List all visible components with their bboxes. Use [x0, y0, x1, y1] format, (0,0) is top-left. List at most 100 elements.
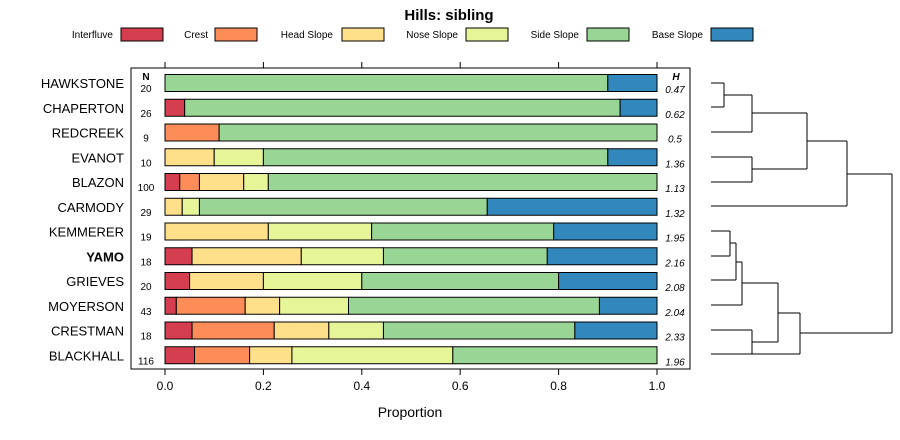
x-axis: 0.0 0.2 0.4 0.6 0.8 1.0: [157, 369, 666, 393]
bar-segment: [164, 296, 177, 315]
dendrogram-branch: [752, 112, 808, 170]
bar-segment: [553, 222, 658, 241]
bar-row: [164, 346, 658, 365]
n-value: 43: [140, 307, 152, 318]
bar-row: [164, 321, 658, 340]
legend-swatch: [341, 27, 385, 42]
h-value: 1.36: [665, 159, 685, 170]
legend-swatch: [214, 27, 258, 42]
bar-segment: [273, 321, 330, 340]
legend-label: Side Slope: [531, 30, 580, 41]
bar-segment: [189, 272, 264, 290]
h-value: 0.5: [668, 135, 682, 146]
bar-segment: [361, 272, 560, 290]
h-value: 1.32: [665, 209, 685, 220]
legend-swatch: [586, 27, 630, 42]
n-value: 26: [140, 109, 152, 120]
bar-segment: [598, 296, 658, 315]
x-tick-label: 0.6: [452, 379, 469, 393]
bar-row: [164, 197, 658, 216]
bar-segment: [262, 272, 363, 290]
bar-segment: [486, 197, 658, 216]
bar-segment: [164, 346, 196, 365]
bar-segment: [191, 247, 302, 266]
bar-segment: [164, 197, 183, 216]
legend-label: Interfluve: [72, 30, 114, 41]
row-label: MOYERSON: [48, 299, 124, 314]
n-column-header: N: [142, 72, 149, 83]
dendrogram-branch: [800, 173, 893, 334]
plot-panel: [130, 67, 691, 370]
dendrogram-branch: [711, 140, 848, 207]
legend-swatch: [465, 27, 509, 42]
bar-segment: [164, 247, 193, 266]
bar-segment: [164, 222, 269, 241]
row-label: BLACKHALL: [49, 348, 124, 363]
bar-segment: [164, 173, 181, 191]
bar-segment: [574, 321, 658, 340]
n-value: 20: [140, 282, 152, 293]
n-value: 18: [140, 332, 152, 343]
bar-row: [164, 247, 658, 266]
bar-row: [164, 222, 658, 241]
x-tick-label: 0.4: [353, 379, 370, 393]
bar-segment: [194, 346, 251, 365]
legend-label: Nose Slope: [406, 30, 458, 41]
row-label: YAMO: [86, 249, 124, 264]
bar-segment: [181, 197, 200, 216]
row-label: CARMODY: [58, 200, 125, 215]
legend: Interfluve Crest Head Slope Nose Slope Side …: [72, 27, 754, 42]
bar-segment: [300, 247, 384, 266]
row-label: KEMMERER: [49, 225, 124, 240]
bar-row: [164, 98, 658, 117]
bar-segment: [164, 321, 193, 340]
bar-segment: [452, 346, 658, 365]
dendrogram-branch: [711, 156, 753, 183]
n-value: 29: [140, 208, 152, 219]
row-label: HAWKSTONE: [41, 76, 124, 91]
n-value: 116: [138, 356, 154, 367]
row-labels: HAWKSTONE CHAPERTON REDCREEK EVANOT BLAZON CA…: [41, 76, 124, 363]
bars: [164, 74, 658, 365]
legend-swatch: [710, 27, 754, 42]
bar-row: [164, 74, 658, 92]
bar-segment: [218, 123, 658, 142]
dendrogram-branch: [711, 230, 731, 257]
bar-segment: [382, 321, 576, 340]
legend-label: Crest: [184, 30, 208, 41]
bar-segment: [249, 346, 293, 365]
bar-segment: [164, 123, 220, 142]
bar-segment: [243, 173, 269, 191]
row-label: CHAPERTON: [43, 101, 124, 116]
dendrogram: [711, 82, 893, 355]
n-values: 20 26 9 10 100 29 19 18 20 43 18 116: [138, 84, 155, 367]
legend-label: Base Slope: [652, 30, 704, 41]
bar-segment: [607, 148, 658, 167]
dendrogram-branch: [711, 94, 753, 133]
h-value: 0.47: [665, 85, 685, 96]
n-value: 20: [140, 84, 152, 95]
row-label: EVANOT: [72, 150, 125, 165]
chart-title: Hills: sibling: [404, 7, 493, 24]
dendrogram-branch: [711, 242, 737, 281]
bar-segment: [198, 173, 245, 191]
bar-segment: [184, 98, 621, 117]
dendrogram-branch: [742, 282, 779, 343]
bar-segment: [213, 148, 264, 167]
h-value: 1.96: [665, 357, 685, 368]
bar-segment: [279, 296, 350, 315]
h-value: 1.13: [665, 184, 685, 195]
legend-label: Head Slope: [281, 30, 334, 41]
bar-segment: [164, 148, 215, 167]
h-column-header: H: [672, 72, 680, 83]
h-value: 2.16: [664, 258, 685, 269]
bar-segment: [267, 222, 373, 241]
row-label: REDCREEK: [52, 126, 125, 141]
bar-segment: [291, 346, 454, 365]
n-value: 19: [140, 233, 152, 244]
n-value: 18: [140, 257, 152, 268]
bar-segment: [619, 98, 658, 117]
bar-segment: [164, 272, 191, 290]
dendrogram-branch: [711, 261, 743, 306]
dendrogram-branch: [711, 329, 753, 355]
